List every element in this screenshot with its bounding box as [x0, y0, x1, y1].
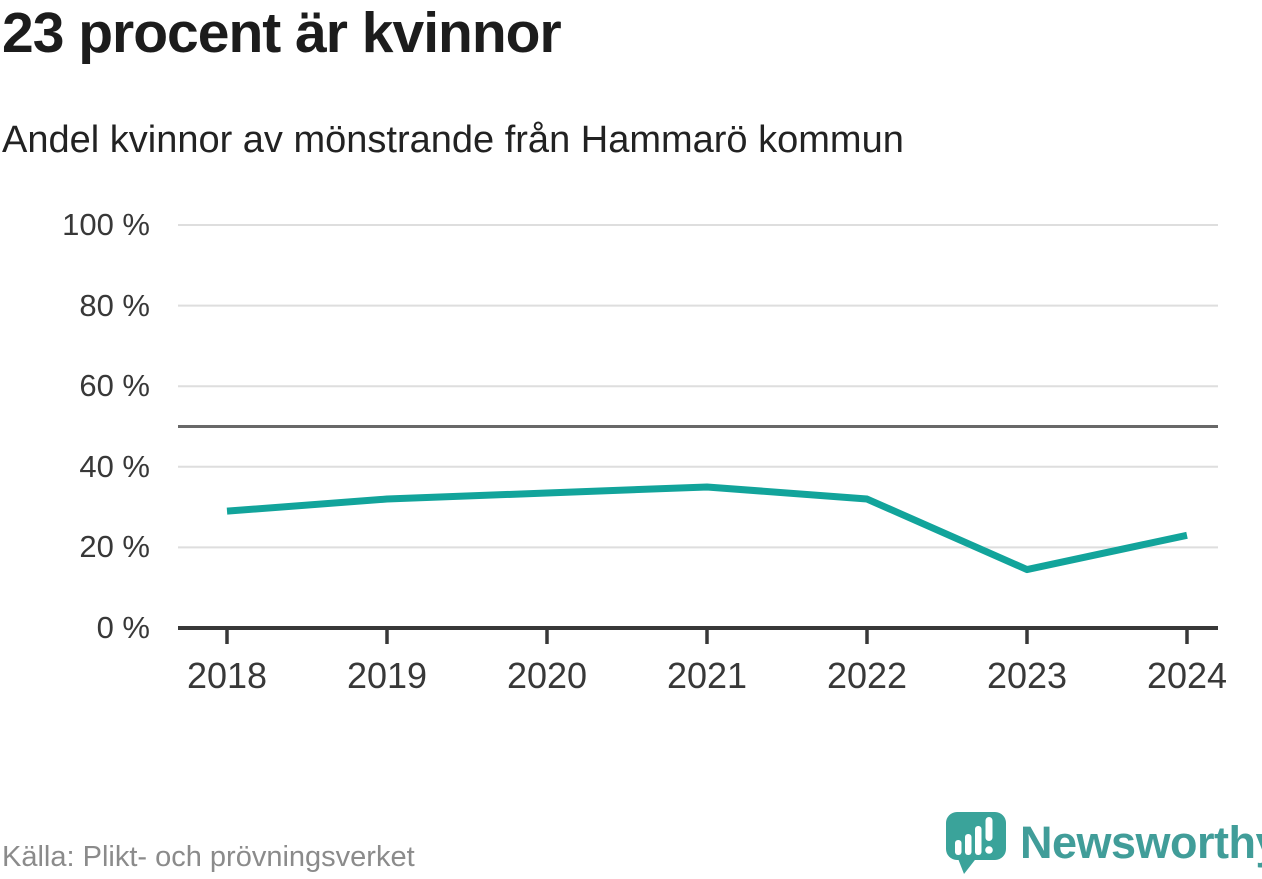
- line-chart-plot: [178, 224, 1218, 644]
- source-note: Källa: Plikt- och prövningsverket: [2, 841, 415, 873]
- x-tick-label-2020: 2020: [506, 655, 588, 696]
- y-tick-label-80: 80 %: [79, 287, 150, 323]
- x-tick-label-2018: 2018: [186, 655, 268, 696]
- x-tick-label-2023: 2023: [986, 655, 1068, 696]
- chart-subtitle: Andel kvinnor av mönstrande från Hammarö…: [2, 119, 904, 161]
- brand-wordmark: Newsworthy: [1020, 816, 1262, 868]
- x-tick-label-2022: 2022: [826, 655, 908, 696]
- y-tick-label-40: 40 %: [79, 448, 150, 484]
- y-tick-label-60: 60 %: [79, 368, 150, 404]
- y-tick-label-0: 0 %: [96, 610, 150, 645]
- x-tick-label-2024: 2024: [1146, 655, 1228, 696]
- newsworthy-logo: Newsworthy: [944, 810, 1262, 875]
- speech-bubble-bar-chart-icon: [946, 812, 1006, 874]
- data-line-andel-kvinnor: [226, 483, 1188, 574]
- x-tick-label-2019: 2019: [346, 655, 428, 696]
- x-tick-label-2021: 2021: [666, 655, 748, 696]
- chart-title: 23 procent är kvinnor: [2, 1, 562, 65]
- y-tick-label-20: 20 %: [79, 529, 150, 565]
- y-tick-label-100: 100 %: [62, 207, 150, 242]
